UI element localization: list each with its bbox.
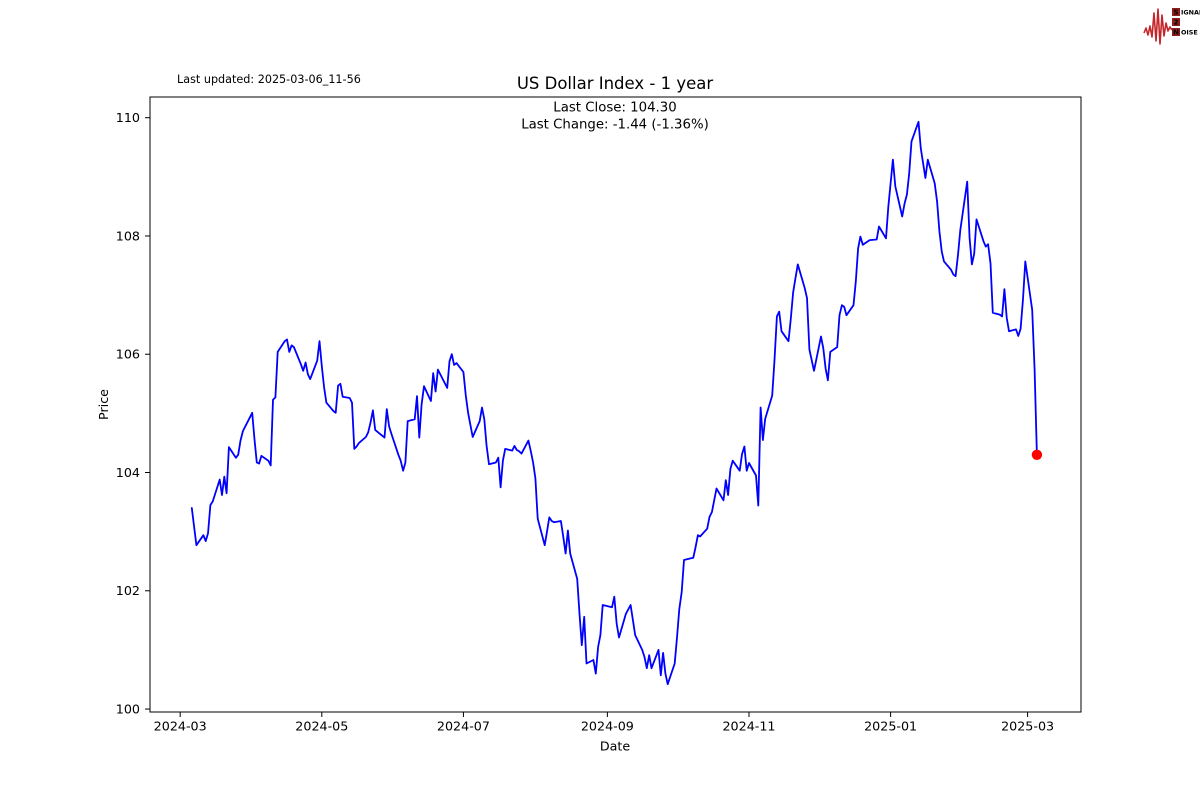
plot-border: [149, 96, 1082, 713]
signal2noise-logo: S IGNAL 2 N OISE: [1143, 8, 1200, 45]
logo-word-noise: OISE: [1181, 29, 1198, 37]
last-close-annotation: Last Close: 104.30: [553, 101, 676, 116]
axis-ticks: 100 102 104 106 108 110 2024-03 2024-05 2024-07 2…: [116, 110, 1054, 733]
y-tick-label: 104: [116, 465, 140, 480]
logo-letter-n: N: [1173, 29, 1179, 37]
y-tick-label: 110: [116, 110, 140, 125]
y-tick-label: 106: [116, 347, 140, 362]
price-line: [190, 120, 1038, 686]
x-tick-label: 2024-11: [722, 719, 775, 734]
last-change-annotation: Last Change: -1.44 (-1.36%): [521, 118, 709, 133]
y-tick-label: 108: [116, 228, 140, 243]
logo-letter-2: 2: [1174, 19, 1179, 27]
x-tick-label: 2024-05: [295, 719, 348, 734]
last-close-marker: [1031, 449, 1043, 460]
x-tick-label: 2024-07: [437, 719, 490, 734]
last-updated-label: Last updated: 2025-03-06_11-56: [177, 73, 361, 86]
x-tick-label: 2024-03: [154, 719, 207, 734]
logo-word-signal: IGNAL: [1181, 9, 1200, 17]
x-tick-label: 2025-03: [1001, 719, 1054, 734]
logo-letter-s: S: [1173, 9, 1178, 17]
x-tick-label: 2025-01: [864, 719, 917, 734]
chart-title: US Dollar Index - 1 year: [517, 74, 714, 93]
y-axis-label: Price: [96, 389, 111, 420]
x-tick-label: 2024-09: [581, 719, 634, 734]
heartbeat-waveform-icon: [1143, 8, 1173, 45]
x-axis-label: Date: [600, 739, 631, 754]
y-tick-label: 102: [116, 583, 140, 598]
price-line-layer: [190, 120, 1043, 686]
y-tick-label: 100: [116, 701, 140, 716]
